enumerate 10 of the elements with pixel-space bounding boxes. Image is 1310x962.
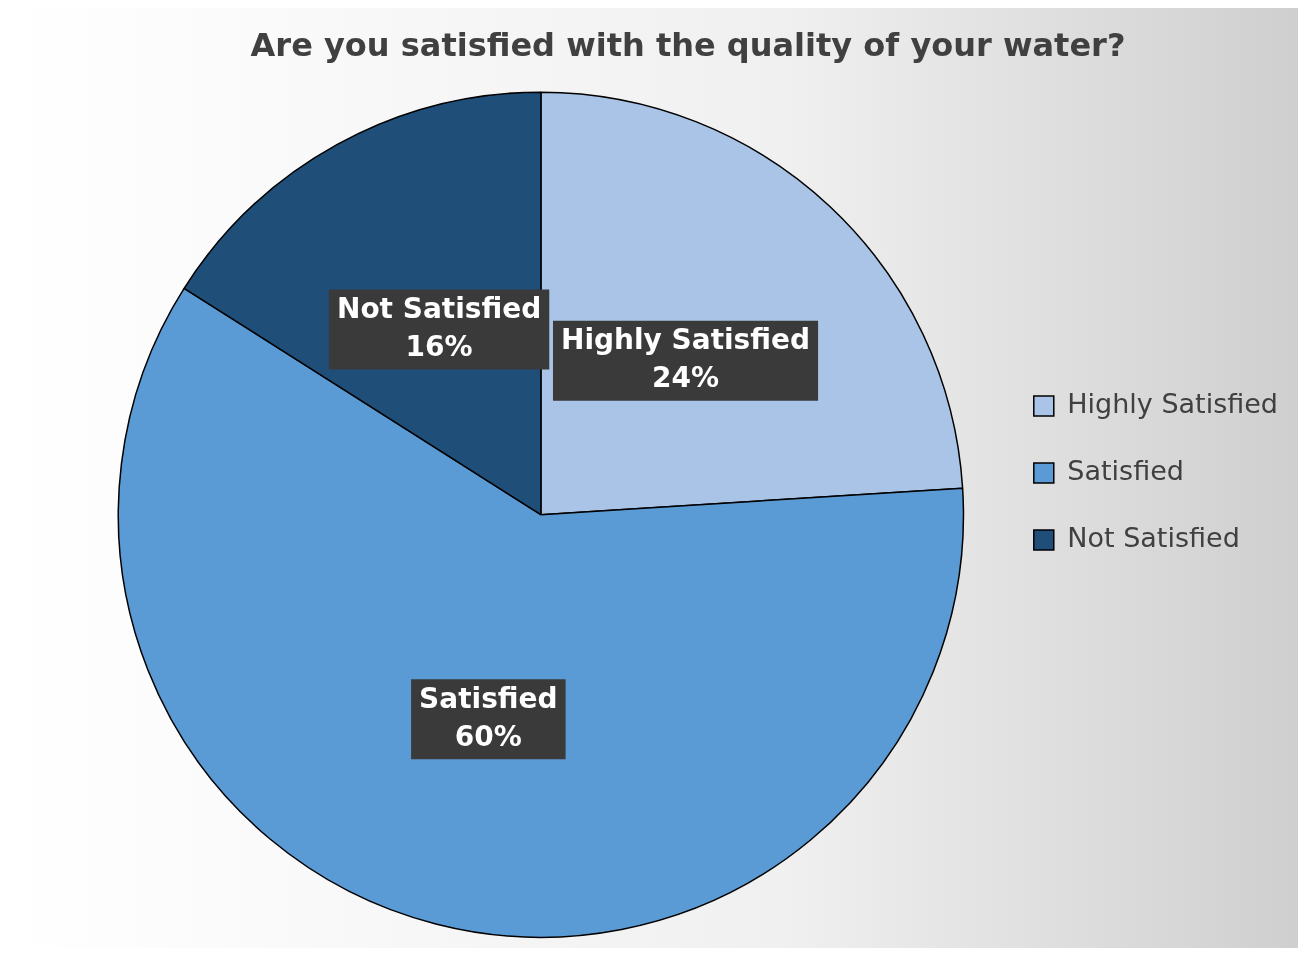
legend-label: Highly Satisfied [1067, 388, 1279, 420]
data-label: 16% [405, 329, 473, 363]
data-label: 24% [652, 360, 720, 394]
chart-title: Are you satisfied with the quality of your water? [250, 25, 1126, 64]
slice-label: Satisfied [419, 681, 558, 715]
legend-label: Satisfied [1067, 455, 1184, 487]
legend-label: Not Satisfied [1067, 522, 1240, 554]
slice-label: Highly Satisfied [560, 322, 811, 356]
slice-label: Not Satisfied [336, 291, 542, 325]
data-label: 60% [454, 719, 522, 753]
